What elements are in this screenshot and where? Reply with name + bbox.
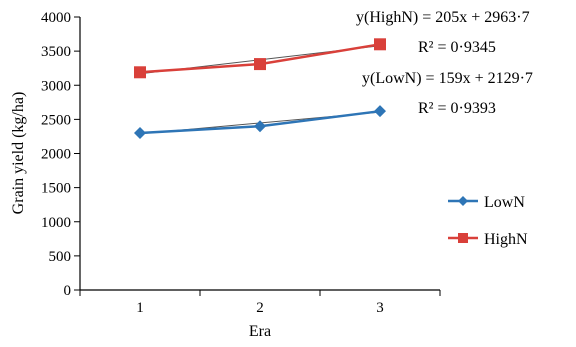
y-tick-label: 1000 xyxy=(41,215,71,231)
x-tick-label: 1 xyxy=(136,300,144,316)
legend-item-highn: HighN xyxy=(448,231,528,248)
y-tick-label: 2500 xyxy=(41,112,71,128)
lown-equation: y(LowN) = 159x + 2129·7 xyxy=(362,70,533,87)
data-point-highn xyxy=(374,38,386,51)
plot-area: 0 500 1000 1500 2000 2500 3000 3500 4000 1 2 3 xyxy=(41,10,441,316)
legend-label-lown: LowN xyxy=(484,194,525,211)
y-tick-label: 4000 xyxy=(41,10,71,26)
y-axis-title: Grain yield (kg/ha) xyxy=(10,92,27,215)
highn-r2: R² = 0·9345 xyxy=(418,39,496,56)
data-point-lown xyxy=(254,120,266,133)
y-tick-label: 0 xyxy=(64,283,72,299)
y-tick-label: 3500 xyxy=(41,44,71,60)
highn-equation: y(HighN) = 205x + 2963·7 xyxy=(356,9,530,26)
lown-r2: R² = 0·9393 xyxy=(418,100,496,117)
legend-item-lown: LowN xyxy=(448,194,525,211)
legend-marker-lown xyxy=(458,196,468,206)
data-point-lown xyxy=(374,105,386,118)
y-tick-label: 500 xyxy=(49,249,72,265)
y-tick-label: 3000 xyxy=(41,78,71,94)
legend: LowN HighN xyxy=(448,194,528,248)
y-tick-label: 2000 xyxy=(41,147,71,163)
legend-label-highn: HighN xyxy=(484,231,528,248)
y-tick-label: 1500 xyxy=(41,181,71,197)
legend-marker-highn xyxy=(458,233,468,243)
x-axis-title: Era xyxy=(249,323,271,340)
data-point-highn xyxy=(134,66,146,79)
data-point-highn xyxy=(254,58,266,71)
x-tick-label: 2 xyxy=(256,300,264,316)
data-point-lown xyxy=(134,127,146,140)
x-tick-label: 3 xyxy=(376,300,384,316)
